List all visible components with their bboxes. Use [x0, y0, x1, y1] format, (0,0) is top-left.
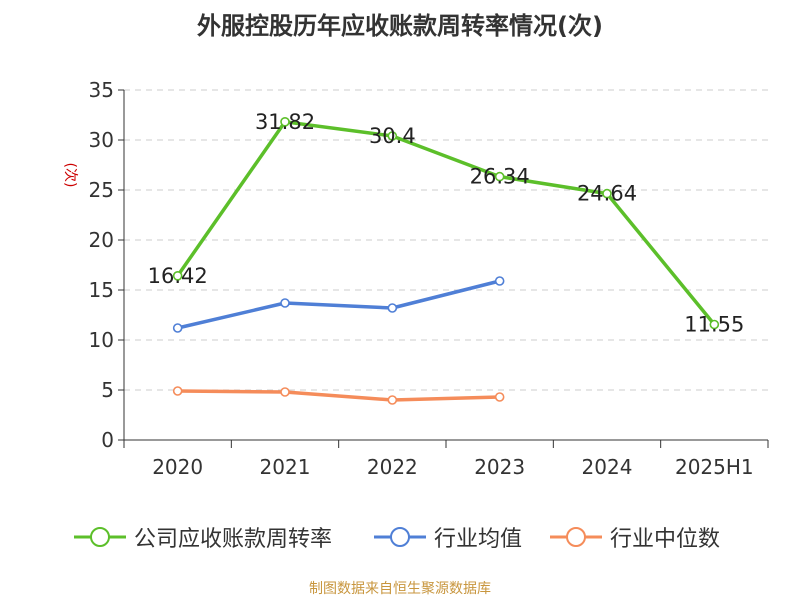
legend-label: 行业中位数	[610, 527, 721, 552]
series-line	[176, 120, 716, 326]
data-point	[172, 323, 183, 333]
y-tick-label: 15	[89, 278, 114, 302]
legend: 公司应收账款周转率 行业均值 行业中位数	[0, 520, 800, 554]
y-tick-label: 35	[89, 78, 114, 102]
data-point	[494, 392, 505, 402]
data-point	[280, 298, 290, 308]
series-line	[177, 389, 500, 402]
data-point	[280, 117, 290, 127]
data-label: 31.82	[255, 110, 315, 134]
legend-circle	[390, 527, 410, 547]
y-axis-label: (次)	[62, 163, 78, 188]
legend-circle	[566, 527, 586, 547]
axes: 0 5 10 15 20 25 30 35 2020 2021 2022 2023 2024 2025H1…	[62, 78, 769, 479]
grid-lines	[124, 89, 768, 391]
data-point	[387, 303, 398, 313]
chart-title: 外服控股历年应收账款周转率情况(次)	[197, 12, 603, 40]
legend-item[interactable]: 行业中位数	[548, 520, 720, 554]
legend-marker-icon	[374, 527, 426, 547]
data-point	[709, 319, 720, 330]
data-point	[172, 270, 183, 281]
data-point	[172, 386, 183, 396]
y-tick-label: 10	[89, 328, 114, 352]
legend-label: 公司应收账款周转率	[134, 527, 333, 552]
y-tick-label: 0	[101, 428, 114, 452]
series-lines	[172, 117, 720, 405]
y-tick-label: 25	[89, 178, 114, 202]
legend-item[interactable]: 行业均值	[372, 520, 522, 554]
data-label: 11.55	[684, 313, 744, 337]
data-label: 16.42	[148, 264, 208, 288]
y-tick-label: 20	[89, 228, 114, 252]
data-label: 30.4	[369, 124, 416, 148]
data-point	[387, 131, 398, 141]
x-tick-label: 2023	[474, 455, 525, 479]
legend-item[interactable]: 公司应收账款周转率	[72, 520, 332, 554]
y-tick-label: 5	[101, 378, 114, 402]
x-tick-label: 2021	[260, 455, 311, 479]
data-point	[494, 171, 505, 182]
data-label: 24.64	[577, 182, 637, 206]
data-point	[387, 395, 398, 405]
data-point	[280, 387, 290, 397]
legend-marker-icon	[74, 527, 126, 547]
y-tick-label: 30	[89, 128, 114, 152]
data-point	[602, 188, 612, 199]
x-tick-label: 2022	[367, 455, 418, 479]
legend-circle	[90, 527, 110, 547]
legend-label: 行业均值	[434, 527, 523, 552]
x-tick-label: 2024	[582, 455, 633, 479]
x-tick-label: 2020	[152, 455, 203, 479]
legend-marker-icon	[550, 527, 602, 547]
x-tick-label: 2025H1	[675, 455, 754, 479]
data-point	[494, 276, 505, 286]
source-note: 制图数据来自恒生聚源数据库	[309, 581, 491, 597]
data-labels: 16.42 31.82 30.4 26.34 24.64 11.55	[148, 110, 745, 337]
series-line	[177, 279, 501, 330]
data-label: 26.34	[470, 165, 530, 189]
